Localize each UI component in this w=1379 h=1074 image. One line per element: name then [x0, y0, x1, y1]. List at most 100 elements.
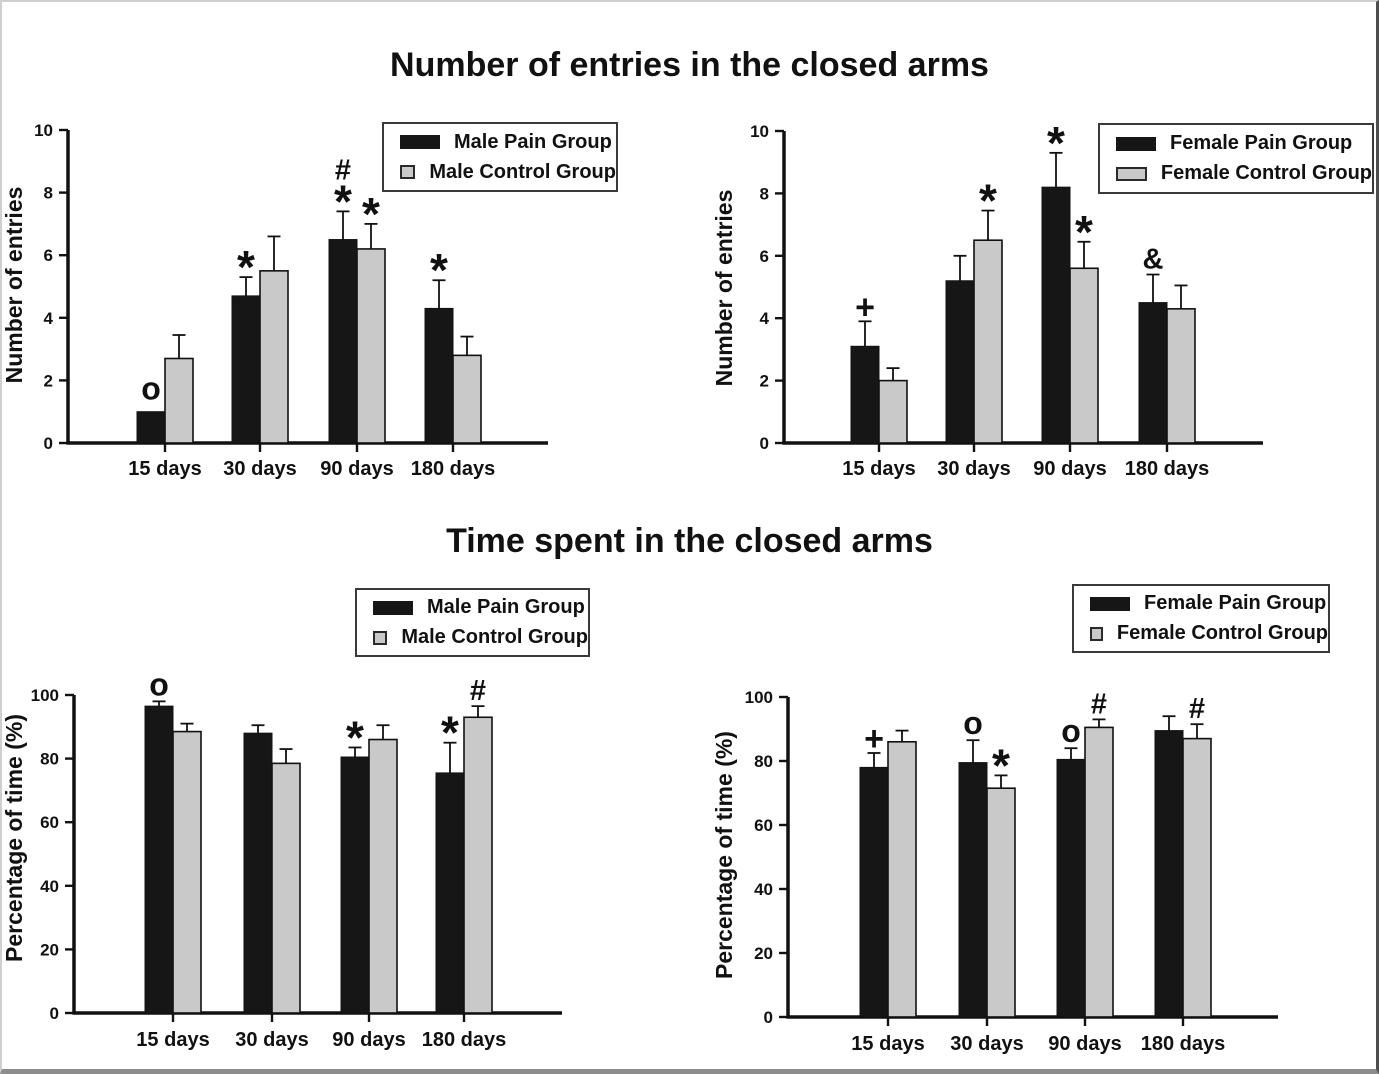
chart-time-male: 0 20 40 60 80 100 15 days o 30 days 90 days * 180 d… — [1, 666, 562, 1051]
x-category-label: 90 days — [332, 1029, 405, 1051]
annotation-symbol: * — [992, 739, 1010, 791]
y-tick-label: 2 — [760, 372, 769, 391]
section-title-time: Time spent in the closed arms — [446, 522, 933, 560]
annotation-symbol: # — [335, 154, 351, 186]
bar-pain — [144, 705, 174, 1014]
legend-entries-female: Female Pain Group Female Control Group — [1098, 123, 1374, 194]
legend-label: Male Control Group — [401, 626, 588, 648]
section-title-entries: Number of entries in the closed arms — [390, 46, 989, 84]
annotation-symbol: * — [362, 188, 380, 240]
bar-pain — [328, 239, 358, 444]
annotation-symbol: * — [334, 175, 352, 227]
annotation-symbol: * — [979, 175, 997, 227]
y-tick-label: 100 — [31, 686, 59, 705]
bar-control — [259, 270, 289, 444]
x-category-label: 15 days — [128, 458, 201, 480]
bar-pain — [1041, 186, 1071, 444]
annotation-symbol: + — [855, 288, 875, 326]
pain-swatch — [373, 600, 413, 615]
y-tick-label: 8 — [760, 184, 769, 203]
y-axis-label: Number of entries — [1, 187, 27, 384]
control-swatch — [1116, 166, 1147, 181]
annotation-symbol: # — [1091, 688, 1107, 720]
bar-pain — [1056, 758, 1086, 1018]
x-category-label: 90 days — [320, 458, 393, 480]
annotation-symbol: o — [141, 371, 161, 407]
y-axis-label: Number of entries — [711, 190, 737, 387]
legend-item-pain: Female Pain Group — [1116, 132, 1372, 155]
bar-control — [1069, 267, 1099, 444]
y-tick-label: 80 — [40, 750, 59, 769]
bar-control — [368, 738, 398, 1014]
legend-entries-male: Male Pain Group Male Control Group — [382, 122, 618, 192]
control-swatch — [373, 630, 388, 645]
legend-label: Female Pain Group — [1170, 132, 1353, 154]
bar-control — [164, 357, 194, 444]
legend-item-pain: Male Pain Group — [400, 131, 616, 154]
annotation-symbol: * — [441, 707, 459, 759]
y-tick-label: 20 — [754, 944, 773, 963]
y-tick-label: 40 — [40, 877, 59, 896]
x-category-label: 180 days — [1125, 458, 1210, 480]
y-axis-label: Percentage of time (%) — [1, 714, 27, 962]
legend-item-control: Female Control Group — [1090, 622, 1328, 645]
legend-item-control: Male Control Group — [373, 626, 588, 649]
y-tick-label: 4 — [760, 309, 770, 328]
control-swatch — [400, 165, 416, 179]
legend-item-pain: Female Pain Group — [1090, 592, 1328, 615]
y-tick-label: 6 — [44, 246, 53, 265]
annotation-symbol: * — [346, 711, 364, 763]
bar-pain — [424, 307, 454, 444]
annotation-symbol: # — [470, 675, 486, 707]
y-tick-label: 80 — [754, 752, 773, 771]
bar-pain — [231, 295, 261, 444]
legend-time-female: Female Pain Group Female Control Group — [1072, 584, 1330, 653]
bar-control — [1084, 726, 1114, 1018]
pain-swatch — [1116, 136, 1156, 151]
x-category-label: 30 days — [235, 1029, 308, 1051]
bar-control — [452, 354, 482, 444]
legend-item-control: Female Control Group — [1116, 162, 1372, 185]
legend-label: Male Pain Group — [427, 596, 585, 618]
x-category-label: 30 days — [223, 458, 296, 480]
legend-label: Male Pain Group — [454, 130, 612, 153]
bar-pain — [136, 411, 166, 444]
y-tick-label: 4 — [44, 309, 54, 328]
bar-control — [271, 762, 301, 1014]
y-tick-label: 100 — [745, 688, 773, 707]
legend-item-control: Male Control Group — [400, 161, 616, 184]
annotation-symbol: & — [1143, 244, 1164, 276]
y-tick-label: 60 — [40, 813, 59, 832]
bar-control — [986, 787, 1016, 1018]
bar-control — [973, 239, 1003, 444]
bar-pain — [243, 732, 273, 1014]
bar-control — [887, 740, 917, 1018]
y-tick-label: 10 — [34, 121, 53, 140]
y-tick-label: 2 — [44, 371, 53, 390]
legend-label: Male Control Group — [429, 160, 616, 183]
bar-control — [878, 379, 908, 444]
legend-label: Female Control Group — [1160, 162, 1372, 184]
y-tick-label: 0 — [764, 1008, 773, 1027]
x-category-label: 90 days — [1033, 458, 1106, 480]
bar-pain — [435, 772, 465, 1014]
control-swatch — [1090, 626, 1103, 641]
annotation-symbol: o — [1061, 713, 1081, 749]
x-category-label: 30 days — [950, 1033, 1023, 1055]
annotation-symbol: * — [430, 244, 448, 296]
bar-pain — [1138, 302, 1168, 444]
bar-pain — [958, 762, 988, 1018]
bar-control — [1182, 737, 1212, 1018]
y-tick-label: 10 — [750, 122, 769, 141]
bar-pain — [850, 345, 880, 444]
x-category-label: 180 days — [1141, 1033, 1226, 1055]
y-tick-label: 6 — [760, 247, 769, 266]
bar-control — [1166, 308, 1196, 444]
annotation-symbol: o — [963, 705, 983, 741]
y-tick-label: 40 — [754, 880, 773, 899]
